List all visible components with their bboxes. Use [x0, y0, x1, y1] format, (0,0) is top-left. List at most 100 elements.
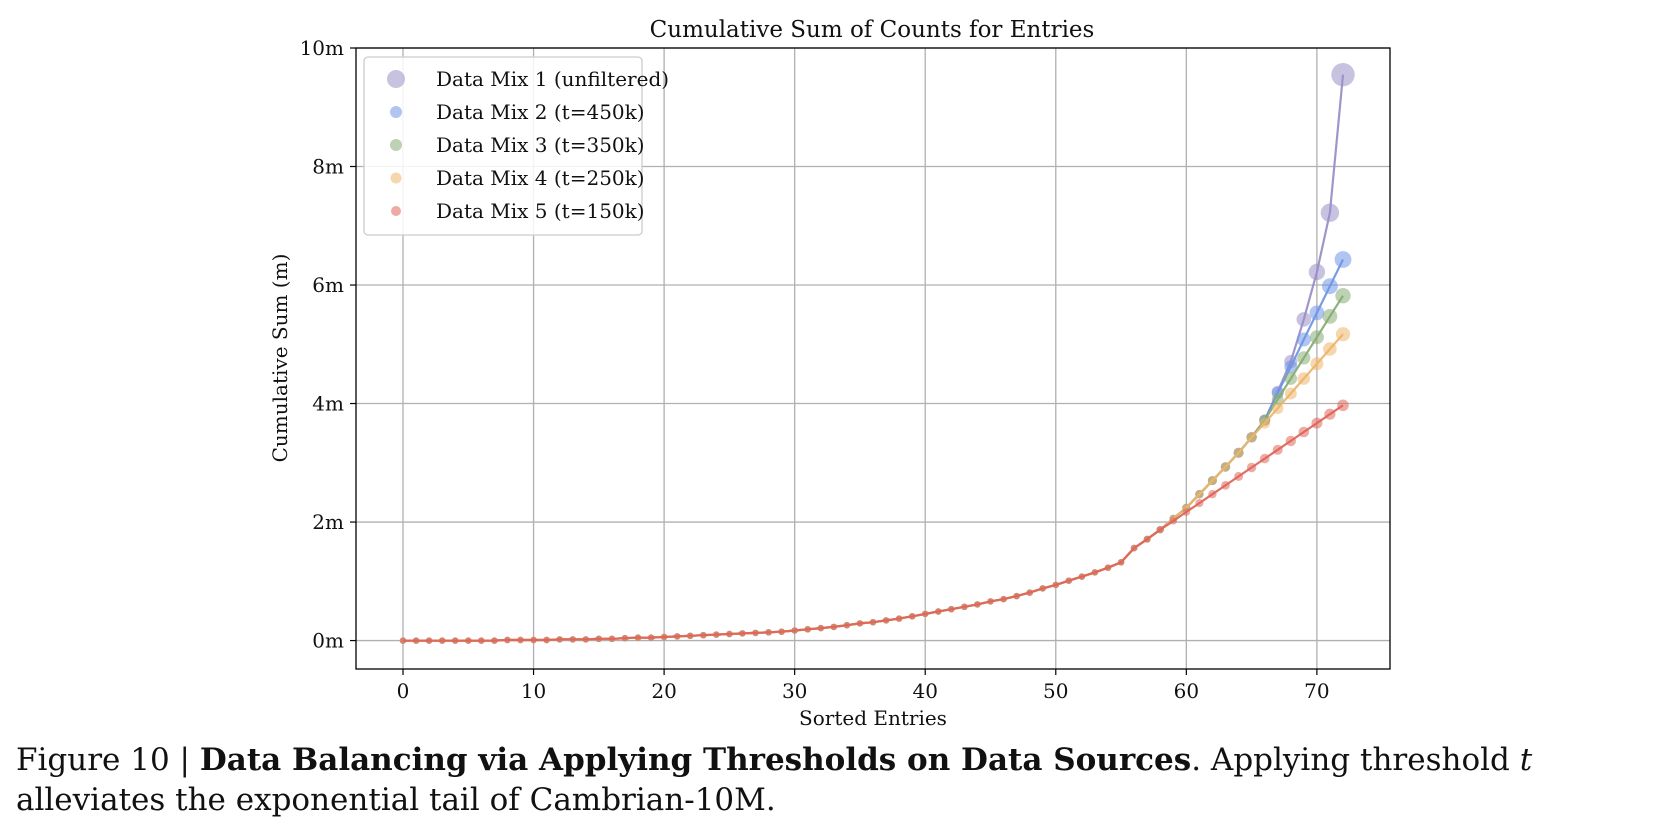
data-point: [1052, 581, 1060, 589]
data-point: [1039, 585, 1046, 592]
x-tick-label: 60: [1174, 679, 1199, 703]
legend-label: Data Mix 1 (unfiltered): [436, 67, 669, 91]
data-point: [1272, 444, 1283, 455]
x-tick-label: 10: [521, 679, 546, 703]
data-point: [412, 637, 420, 644]
series-line: [403, 259, 1344, 642]
data-point: [491, 637, 498, 644]
chart-title: Cumulative Sum of Counts for Entries: [650, 17, 1095, 43]
legend-label: Data Mix 4 (t=250k): [436, 166, 645, 190]
data-point: [1322, 278, 1338, 295]
data-point: [660, 633, 668, 641]
data-point: [1207, 476, 1217, 486]
data-point: [530, 636, 537, 644]
data-point: [869, 619, 877, 626]
data-point: [582, 636, 589, 643]
data-point: [1309, 330, 1324, 345]
legend: Data Mix 1 (unfiltered) Data Mix 2 (t=450…: [363, 56, 669, 236]
series-3: [399, 288, 1351, 644]
data-point: [452, 637, 459, 644]
x-tick-label: 50: [1043, 679, 1068, 703]
legend-label: Data Mix 3 (t=350k): [436, 133, 645, 157]
y-tick-label: 0m: [312, 629, 344, 653]
data-point: [1334, 251, 1352, 268]
data-point: [1104, 564, 1112, 571]
data-point: [1284, 360, 1298, 374]
data-point: [739, 630, 746, 637]
x-tick-label: 0: [397, 679, 410, 703]
data-point: [543, 636, 550, 644]
data-point: [856, 620, 864, 627]
data-point: [647, 634, 655, 641]
plot-frame: [355, 47, 1391, 670]
data-point: [778, 628, 785, 635]
data-point: [1234, 471, 1244, 481]
data-point: [1324, 408, 1336, 420]
legend-marker: [391, 206, 401, 216]
x-tick-label: 70: [1304, 679, 1329, 703]
legend-label: Data Mix 5 (t=150k): [436, 199, 645, 223]
data-point: [752, 629, 759, 637]
series-2: [399, 251, 1352, 644]
data-point: [1284, 372, 1298, 385]
data-point: [504, 636, 511, 644]
series-line: [403, 295, 1344, 642]
legend-item: Data Mix 2 (t=450k): [390, 100, 645, 124]
series-5: [399, 399, 1349, 644]
data-point: [961, 603, 968, 610]
data-point: [974, 601, 981, 608]
data-point: [608, 635, 616, 642]
data-point: [517, 636, 524, 644]
caption-variable: t: [1519, 742, 1533, 778]
data-point: [1311, 417, 1323, 429]
figure-caption: Figure 10 | Data Balancing via Applying …: [16, 740, 1656, 820]
data-point: [1117, 559, 1125, 566]
data-point: [909, 613, 916, 620]
data-point: [674, 633, 681, 640]
data-point: [478, 637, 485, 644]
data-point: [556, 636, 563, 643]
data-point: [1308, 263, 1326, 281]
data-point: [1233, 447, 1244, 458]
caption-text-end: alleviates the exponential tail of Cambr…: [16, 782, 776, 818]
data-point: [922, 610, 929, 618]
data-point: [1296, 312, 1312, 327]
caption-title: Data Balancing via Applying Thresholds o…: [199, 742, 1192, 778]
legend-marker: [390, 106, 402, 118]
data-point: [1013, 592, 1020, 600]
data-point: [843, 622, 851, 629]
data-point: [765, 629, 772, 636]
data-point: [1320, 203, 1340, 222]
x-tick-label: 20: [651, 679, 676, 703]
y-tick-label: 8m: [312, 155, 344, 179]
data-point: [804, 626, 811, 633]
data-point: [1169, 517, 1178, 525]
data-point: [895, 615, 903, 622]
data-point: [1195, 499, 1204, 508]
legend-box: [363, 56, 643, 236]
data-point: [948, 606, 955, 613]
data-point: [817, 624, 824, 632]
data-point: [1309, 305, 1325, 321]
legend-item: Data Mix 5 (t=150k): [391, 199, 645, 223]
data-point: [713, 631, 720, 638]
data-point: [1297, 372, 1311, 385]
series-4: [399, 327, 1351, 644]
data-point: [1337, 399, 1349, 412]
data-point: [1208, 490, 1217, 499]
data-point: [1259, 417, 1271, 429]
data-point: [1297, 351, 1311, 365]
data-point: [882, 617, 890, 624]
data-point: [1285, 435, 1297, 447]
data-point: [726, 630, 733, 638]
data-point: [687, 632, 694, 639]
data-point: [935, 608, 942, 615]
data-point: [1078, 573, 1086, 580]
x-tick-label: 30: [782, 679, 807, 703]
caption-prefix: Figure 10 |: [16, 742, 200, 778]
data-point: [569, 636, 576, 643]
data-point: [1065, 577, 1073, 584]
data-point: [830, 623, 837, 631]
data-point: [1331, 62, 1355, 87]
caption-text: . Applying threshold: [1191, 742, 1520, 778]
